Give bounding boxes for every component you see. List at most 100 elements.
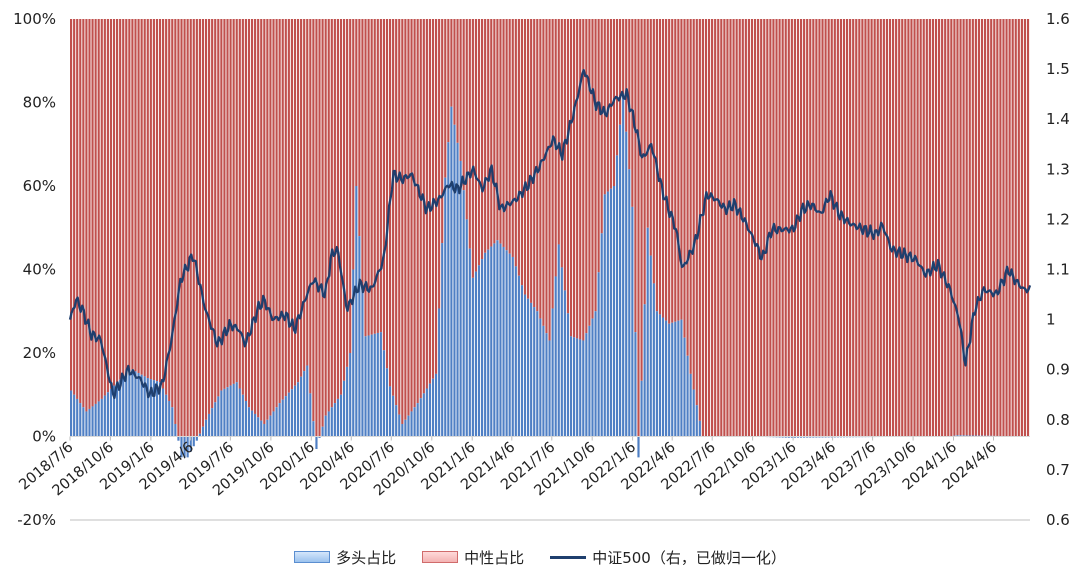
long-bar — [272, 411, 275, 437]
neutral-bar — [300, 19, 303, 377]
neutral-bar — [701, 19, 704, 437]
neutral-bar — [548, 19, 551, 341]
long-bar — [300, 376, 303, 437]
long-bar — [499, 243, 502, 437]
neutral-bar — [511, 19, 514, 257]
neutral-bar — [934, 19, 938, 437]
long-bar — [358, 236, 361, 437]
neutral-bars-group — [70, 19, 1030, 437]
left-axis-tick-label: -20% — [17, 511, 56, 529]
neutral-bar — [941, 19, 944, 437]
neutral-bar — [766, 19, 769, 437]
right-axis-tick-label: 1.3 — [1046, 160, 1070, 178]
neutral-bar — [821, 19, 824, 437]
neutral-bar — [919, 19, 922, 437]
long-bar — [254, 413, 257, 437]
index-line — [68, 68, 1032, 399]
neutral-bar — [523, 19, 527, 295]
long-bar — [459, 160, 462, 437]
neutral-bar — [757, 19, 760, 437]
neutral-bar — [229, 19, 232, 386]
neutral-bar — [671, 19, 674, 323]
long-bar — [244, 401, 247, 437]
neutral-bar — [355, 19, 358, 186]
long-bar — [609, 188, 612, 437]
neutral-bar — [398, 19, 401, 415]
neutral-bar — [799, 19, 803, 437]
neutral-bar — [247, 19, 251, 408]
neutral-bar — [419, 19, 422, 399]
neutral-bar — [309, 19, 312, 394]
neutral-bar — [112, 19, 116, 386]
neutral-bar — [576, 19, 579, 339]
long-bar — [321, 426, 324, 437]
neutral-bar — [637, 19, 640, 437]
long-bar — [533, 307, 536, 437]
neutral-bar — [735, 19, 738, 437]
long-bar — [683, 337, 686, 437]
left-axis-tick-label: 80% — [23, 94, 56, 112]
neutral-bar — [619, 19, 622, 125]
neutral-bar — [109, 19, 113, 389]
neutral-bar — [91, 19, 94, 407]
neutral-bar — [594, 19, 597, 312]
neutral-bar — [370, 19, 373, 335]
neutral-bar — [876, 19, 879, 437]
long-bar — [339, 394, 343, 437]
long-bar — [162, 388, 165, 437]
neutral-bar — [527, 19, 530, 299]
neutral-bar — [321, 19, 324, 427]
neutral-bar — [119, 19, 122, 380]
long-bar — [502, 246, 505, 437]
long-bar — [784, 436, 787, 438]
neutral-bar — [830, 19, 833, 437]
long-bar — [422, 393, 425, 437]
neutral-bar — [628, 19, 631, 170]
neutral-bar — [763, 19, 766, 437]
neutral-bar — [809, 19, 812, 437]
neutral-bar — [987, 19, 990, 436]
long-bar — [134, 371, 137, 437]
neutral-bar — [143, 19, 146, 377]
legend-item-long: 多头占比 — [294, 547, 396, 568]
neutral-bar — [615, 19, 619, 156]
long-bar — [962, 435, 965, 437]
neutral-bar — [744, 19, 747, 437]
long-bar — [257, 417, 260, 437]
neutral-bar — [609, 19, 612, 189]
neutral-bar — [441, 19, 444, 244]
neutral-bar — [410, 19, 413, 412]
neutral-bar — [361, 19, 364, 287]
neutral-bar — [100, 19, 103, 399]
neutral-bar — [916, 19, 919, 437]
neutral-bar — [474, 19, 478, 272]
neutral-bar — [269, 19, 272, 416]
long-bar — [803, 436, 806, 438]
neutral-bar — [94, 19, 97, 404]
neutral-bar — [962, 19, 965, 436]
neutral-bar — [70, 19, 73, 391]
neutral-bar — [836, 19, 839, 437]
long-bars-group — [70, 94, 1017, 458]
neutral-bar — [622, 19, 625, 95]
neutral-bar — [382, 19, 386, 351]
neutral-bar — [720, 19, 723, 437]
neutral-bar — [499, 19, 502, 244]
long-bar — [152, 380, 155, 437]
neutral-bar — [520, 19, 524, 286]
long-bar — [625, 131, 628, 437]
long-bar — [600, 233, 603, 437]
neutral-bar — [646, 19, 649, 228]
long-bar — [965, 435, 968, 437]
long-bar — [661, 317, 665, 437]
left-axis-tick-label: 0% — [32, 428, 56, 446]
neutral-bar — [717, 19, 720, 437]
neutral-bar — [990, 19, 993, 436]
long-bar — [612, 186, 616, 437]
long-bar — [275, 407, 278, 437]
neutral-bar — [845, 19, 849, 437]
long-bar — [370, 334, 373, 437]
long-bar — [247, 407, 251, 437]
neutral-bar — [413, 19, 416, 408]
long-bar — [428, 383, 432, 437]
